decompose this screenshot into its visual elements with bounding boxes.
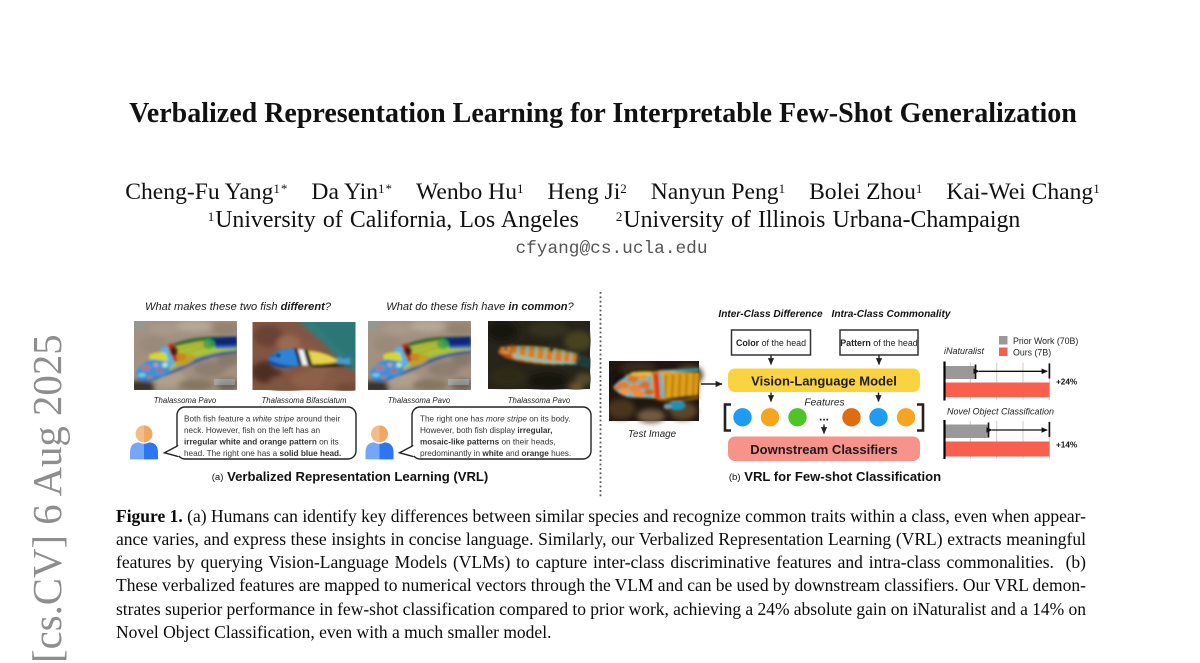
svg-text:neck. However, fish on the lef: neck. However, fish on the left has an xyxy=(184,426,321,435)
svg-text:+24%: +24% xyxy=(1056,378,1078,387)
svg-text:Thalassoma Pavo: Thalassoma Pavo xyxy=(388,396,451,405)
svg-text:Novel Object Classification: Novel Object Classification xyxy=(947,407,1054,417)
svg-text:head. The right one has a soli: head. The right one has a solid blue hea… xyxy=(184,449,341,458)
svg-text:Pattern of the head: Pattern of the head xyxy=(840,338,918,348)
svg-text:Thalassoma Pavo: Thalassoma Pavo xyxy=(154,396,217,405)
svg-text:Vision-Language Model: Vision-Language Model xyxy=(751,374,897,389)
svg-text:The right one has more stripe: The right one has more stripe on its bod… xyxy=(420,415,571,424)
svg-text:(b) VRL for Few-shot Classific: (b) VRL for Few-shot Classification xyxy=(729,469,941,484)
svg-text:Features: Features xyxy=(804,398,844,409)
svg-text:+14%: +14% xyxy=(1056,441,1078,450)
svg-text:Prior Work (70B): Prior Work (70B) xyxy=(1013,336,1078,346)
svg-text:Intra-Class Commonality: Intra-Class Commonality xyxy=(832,309,952,320)
svg-text:What do these fish have in com: What do these fish have in common? xyxy=(386,301,574,313)
svg-text:Thalassoma Pavo: Thalassoma Pavo xyxy=(508,396,571,405)
svg-text:However, both fish display irr: However, both fish display irregular, xyxy=(420,426,552,435)
svg-text:(a) Verbalized Representation: (a) Verbalized Representation Learning (… xyxy=(212,469,489,484)
svg-text:What makes these two fish diff: What makes these two fish different? xyxy=(145,301,332,313)
svg-text:iNaturalist: iNaturalist xyxy=(944,346,985,356)
svg-text:Test Image: Test Image xyxy=(628,429,677,440)
svg-text:...: ... xyxy=(819,410,829,424)
svg-text:Ours (7B): Ours (7B) xyxy=(1013,348,1051,358)
svg-text:mosaic-like patterns on their: mosaic-like patterns on their heads, xyxy=(420,438,556,447)
svg-text:Color of the head: Color of the head xyxy=(736,338,806,348)
svg-text:Inter-Class Difference: Inter-Class Difference xyxy=(718,309,823,320)
svg-text:Downstream Classifiers: Downstream Classifiers xyxy=(750,442,897,457)
svg-text:irregular white and orange pat: irregular white and orange pattern on it… xyxy=(184,438,339,447)
svg-text:Both fish feature a white stri: Both fish feature a white stripe around … xyxy=(184,415,340,424)
svg-text:predominantly in white and ora: predominantly in white and orange hues. xyxy=(420,449,571,458)
svg-text:Thalassoma Bifasciatum: Thalassoma Bifasciatum xyxy=(262,396,347,405)
